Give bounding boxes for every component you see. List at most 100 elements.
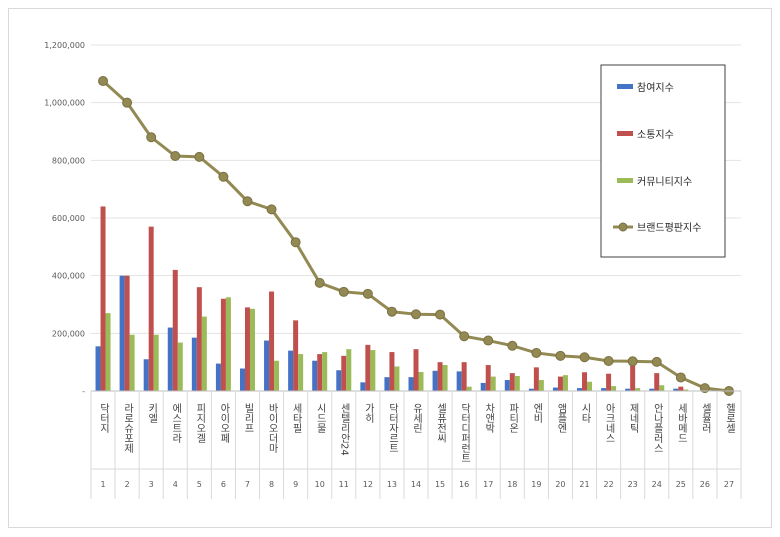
participation-bar bbox=[288, 350, 294, 391]
legend-swatch-reputation-marker bbox=[618, 222, 628, 232]
category-label: 에스트라 bbox=[170, 403, 182, 444]
communication-bar bbox=[148, 226, 154, 391]
reputation-point bbox=[651, 356, 662, 367]
category-label: 아크네스 bbox=[603, 403, 615, 443]
participation-bar bbox=[456, 371, 462, 391]
participation-bar bbox=[384, 377, 390, 391]
y-axis: - 200,000 400,000 600,000 800,000 1,000,000 1,… bbox=[44, 41, 85, 396]
community-bar bbox=[346, 349, 352, 391]
reputation-point bbox=[218, 171, 229, 182]
communication-bar bbox=[654, 373, 660, 391]
communication-bar bbox=[365, 344, 371, 391]
participation-bar bbox=[336, 370, 342, 391]
reputation-point bbox=[386, 306, 397, 317]
y-tick-label: 400,000 bbox=[52, 272, 85, 281]
category-label: 닥터자르트 bbox=[386, 403, 398, 453]
reputation-point bbox=[242, 196, 253, 207]
community-bar bbox=[418, 371, 424, 391]
communication-bar bbox=[461, 362, 467, 391]
communication-bar bbox=[582, 372, 588, 391]
reputation-point bbox=[531, 347, 542, 358]
category-index: 20 bbox=[555, 480, 565, 489]
community-bar bbox=[394, 366, 400, 391]
communication-bar bbox=[220, 298, 226, 391]
community-bar bbox=[562, 375, 568, 391]
category-index: 17 bbox=[483, 480, 493, 489]
legend-label-community: 커뮤니티지수 bbox=[637, 176, 692, 188]
community-bar bbox=[538, 380, 544, 391]
category-label: 키엘 bbox=[146, 403, 158, 423]
legend-swatch-community bbox=[617, 178, 633, 183]
participation-bar bbox=[649, 388, 655, 391]
participation-bar bbox=[480, 382, 486, 391]
category-index: 24 bbox=[652, 480, 662, 489]
category-label: 가히 bbox=[362, 403, 374, 424]
category-label: 시타 bbox=[579, 403, 591, 424]
category-index: 7 bbox=[245, 480, 250, 489]
category-index: 2 bbox=[125, 480, 130, 489]
y-tick-label: - bbox=[82, 387, 85, 396]
category-index: 8 bbox=[269, 480, 274, 489]
participation-bar bbox=[119, 275, 125, 391]
community-bar bbox=[225, 297, 231, 391]
category-label: 시드물 bbox=[314, 403, 326, 433]
legend: 참여지수 소통지수 커뮤니티지수 브랜드평판지수 bbox=[600, 64, 726, 258]
communication-bar bbox=[413, 349, 419, 391]
y-tick-label: 600,000 bbox=[52, 214, 85, 223]
y-tick-label: 800,000 bbox=[52, 156, 85, 165]
community-bar bbox=[274, 360, 280, 391]
communication-bar bbox=[437, 362, 443, 391]
reputation-point bbox=[627, 356, 638, 367]
category-index: 16 bbox=[459, 480, 469, 489]
category-index: 25 bbox=[676, 480, 686, 489]
category-index: 4 bbox=[173, 480, 178, 489]
category-index: 23 bbox=[628, 480, 638, 489]
reputation-point bbox=[483, 335, 494, 346]
participation-bar bbox=[504, 380, 510, 391]
community-bar bbox=[105, 313, 111, 391]
legend-label-communication: 소통지수 bbox=[637, 129, 674, 141]
participation-bar bbox=[408, 377, 414, 391]
reputation-point bbox=[675, 372, 686, 383]
line-series bbox=[98, 76, 734, 396]
reputation-point bbox=[338, 286, 349, 297]
communication-bar bbox=[100, 206, 106, 391]
communication-bar bbox=[172, 269, 178, 391]
category-label: 안나플러스 bbox=[651, 403, 663, 453]
category-index: 13 bbox=[387, 480, 397, 489]
communication-bar bbox=[485, 365, 491, 391]
category-label: 앰플엔 bbox=[555, 403, 567, 433]
category-index: 14 bbox=[411, 480, 421, 489]
reputation-point bbox=[122, 97, 133, 108]
category-label: 아이오페 bbox=[218, 403, 230, 444]
y-tick-label: 1,000,000 bbox=[44, 99, 85, 108]
category-index: 3 bbox=[149, 480, 154, 489]
category-label: 파티온 bbox=[507, 403, 519, 433]
community-bar bbox=[249, 308, 255, 391]
y-tick-label: 1,200,000 bbox=[44, 41, 85, 50]
chart-frame: - 200,000 400,000 600,000 800,000 1,000,000 1,… bbox=[8, 8, 772, 528]
category-label: 헬로셀 bbox=[723, 403, 735, 433]
category-index: 10 bbox=[315, 480, 325, 489]
reputation-point bbox=[699, 383, 710, 394]
category-label: 바이오더마 bbox=[266, 403, 278, 454]
participation-bar bbox=[191, 337, 197, 391]
participation-bar bbox=[601, 388, 607, 391]
participation-bar bbox=[673, 388, 679, 391]
community-bar bbox=[298, 354, 304, 391]
community-bar bbox=[201, 316, 207, 391]
category-index: 21 bbox=[579, 480, 589, 489]
category-index: 6 bbox=[221, 480, 226, 489]
participation-bar bbox=[95, 346, 101, 391]
category-index: 5 bbox=[197, 480, 202, 489]
reputation-point bbox=[411, 309, 421, 320]
participation-bar bbox=[167, 327, 173, 391]
community-bar bbox=[466, 386, 472, 391]
category-index: 9 bbox=[293, 480, 298, 489]
community-bar bbox=[490, 376, 496, 391]
communication-bar bbox=[293, 320, 299, 391]
communication-bar bbox=[317, 354, 323, 391]
participation-bar bbox=[360, 382, 366, 391]
communication-bar bbox=[630, 365, 636, 391]
legend-swatch-participation bbox=[617, 84, 633, 89]
